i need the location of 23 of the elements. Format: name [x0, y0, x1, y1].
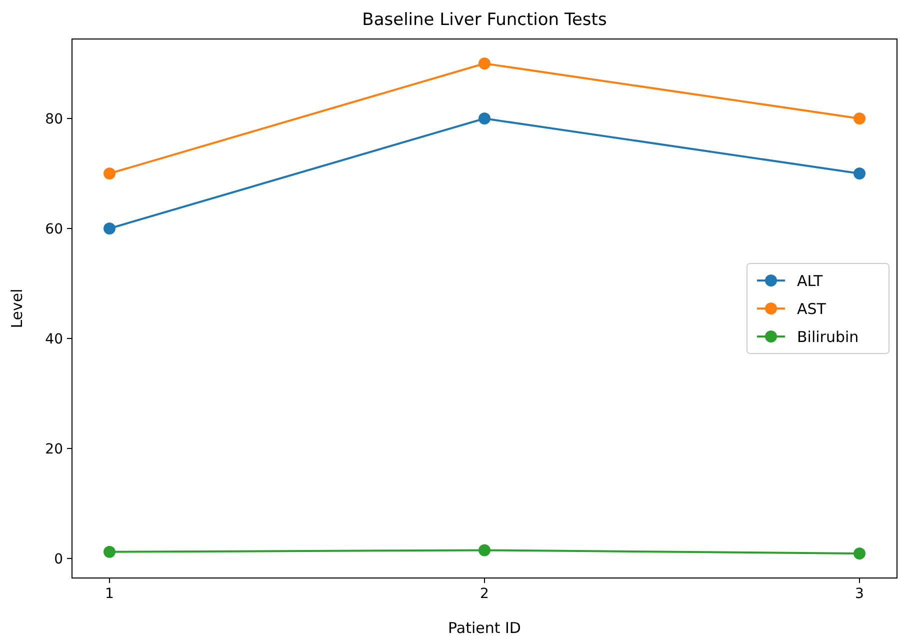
point [104, 546, 116, 558]
y-tick-label: 0 [54, 551, 63, 568]
y-axis-title: Level [8, 288, 26, 328]
y-tick-label: 40 [45, 331, 63, 348]
x-axis-title: Patient ID [448, 619, 521, 637]
y-tick-label: 80 [45, 111, 63, 128]
point [854, 548, 866, 560]
x-tick-label: 2 [480, 586, 489, 602]
y-tick-label: 20 [45, 441, 63, 458]
point [478, 58, 490, 70]
legend-label: ALT [797, 272, 824, 290]
point [854, 112, 866, 124]
chart-title: Baseline Liver Function Tests [362, 10, 607, 30]
y-tick-label: 60 [45, 221, 63, 238]
point [854, 167, 866, 180]
point [478, 112, 490, 124]
x-tick-label: 3 [855, 586, 864, 602]
point [478, 544, 490, 556]
point [104, 167, 116, 180]
legend-label: Bilirubin [797, 328, 859, 346]
x-tick-label: 1 [105, 586, 114, 602]
point [104, 222, 116, 234]
legend-label: AST [797, 300, 827, 318]
